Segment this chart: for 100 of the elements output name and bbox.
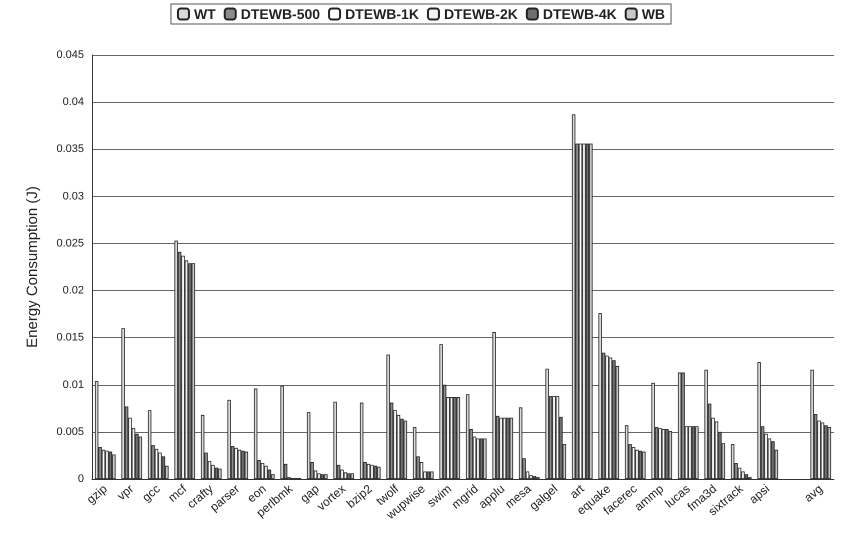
y-tick-label: 0.025 xyxy=(56,237,84,250)
legend-label: DTEWB-500 xyxy=(240,6,320,22)
bar xyxy=(518,407,522,479)
bar xyxy=(430,471,434,479)
bar xyxy=(254,388,258,479)
bar xyxy=(108,452,112,479)
x-tick-label: gzip xyxy=(84,481,110,507)
x-tick-label: vpr xyxy=(114,482,136,504)
bar xyxy=(400,418,404,479)
bar xyxy=(589,144,593,479)
bar xyxy=(665,429,669,479)
bar xyxy=(480,438,484,479)
x-tick-label: mcf xyxy=(165,481,190,505)
bar xyxy=(658,428,662,479)
bar xyxy=(453,397,457,479)
bar xyxy=(333,402,337,479)
y-tick-label: 0 xyxy=(78,473,84,485)
bar xyxy=(112,454,116,479)
bar xyxy=(651,382,655,479)
bar xyxy=(638,450,642,479)
bar xyxy=(757,362,761,479)
bar xyxy=(552,396,556,479)
y-tick-label: 0.04 xyxy=(62,96,84,108)
bar xyxy=(605,356,609,479)
bar xyxy=(824,425,828,479)
bar xyxy=(214,468,218,479)
bar xyxy=(386,354,390,479)
bar xyxy=(181,256,185,479)
bar xyxy=(598,313,602,479)
bar xyxy=(426,471,430,479)
bar xyxy=(244,452,248,479)
bar xyxy=(466,394,470,479)
bar xyxy=(377,466,381,479)
bar xyxy=(586,144,590,479)
y-tick-label: 0.01 xyxy=(62,378,84,391)
bar xyxy=(102,450,106,479)
bar xyxy=(529,475,533,479)
legend-label: WT xyxy=(194,6,216,22)
bar xyxy=(148,410,152,479)
x-tick-label: gap xyxy=(297,481,322,506)
bar xyxy=(632,446,636,479)
bar xyxy=(306,412,310,479)
bar xyxy=(374,466,378,479)
y-tick-label: 0.02 xyxy=(62,284,84,297)
bar xyxy=(492,332,496,479)
bar xyxy=(347,473,351,479)
bar xyxy=(192,263,196,479)
bar xyxy=(412,427,416,479)
bar xyxy=(578,144,582,479)
y-tick-label: 0.03 xyxy=(62,190,84,202)
bar xyxy=(642,452,646,479)
x-tick-label: apsi xyxy=(746,482,772,507)
bar xyxy=(612,360,616,479)
y-axis-title: Energy Consumption (J) xyxy=(24,186,41,348)
bar xyxy=(695,426,699,479)
bar xyxy=(810,370,814,479)
bar xyxy=(320,474,324,479)
bar xyxy=(200,414,204,479)
bar xyxy=(174,240,178,479)
legend-label: WB xyxy=(642,6,666,22)
bar xyxy=(744,474,748,479)
legend-label: DTEWB-2K xyxy=(444,6,518,22)
bar xyxy=(234,448,238,479)
bar xyxy=(227,400,231,479)
legend-label: DTEWB-1K xyxy=(345,6,419,22)
bar xyxy=(545,368,549,479)
bar xyxy=(324,474,328,479)
x-tick-label: gcc xyxy=(139,482,163,504)
bar xyxy=(154,448,158,479)
bar xyxy=(94,381,98,479)
bar xyxy=(280,386,284,479)
bar xyxy=(439,344,443,479)
bar xyxy=(138,436,142,479)
bar xyxy=(121,328,125,479)
bar xyxy=(532,476,536,479)
legend-label: DTEWB-4K xyxy=(542,6,617,22)
bar xyxy=(241,450,245,479)
bar xyxy=(188,263,192,479)
bar xyxy=(730,444,734,479)
y-tick-label: 0.035 xyxy=(56,143,84,156)
bar xyxy=(162,456,166,479)
bar xyxy=(483,438,487,479)
bar xyxy=(510,418,514,479)
bar xyxy=(404,420,408,479)
bar xyxy=(678,372,682,479)
bar xyxy=(218,468,222,479)
bar xyxy=(692,426,696,479)
bar xyxy=(771,441,775,479)
bar xyxy=(624,425,628,479)
y-tick-label: 0.045 xyxy=(56,49,84,61)
bar xyxy=(828,427,832,479)
bar xyxy=(506,418,510,479)
bar xyxy=(350,473,354,479)
y-tick-label: 0.005 xyxy=(56,426,84,438)
bar xyxy=(704,370,708,479)
bar xyxy=(360,402,364,479)
y-tick-label: 0.015 xyxy=(56,332,84,344)
x-tick-label: avg xyxy=(801,482,826,505)
bar xyxy=(668,430,672,479)
bar xyxy=(268,470,272,479)
